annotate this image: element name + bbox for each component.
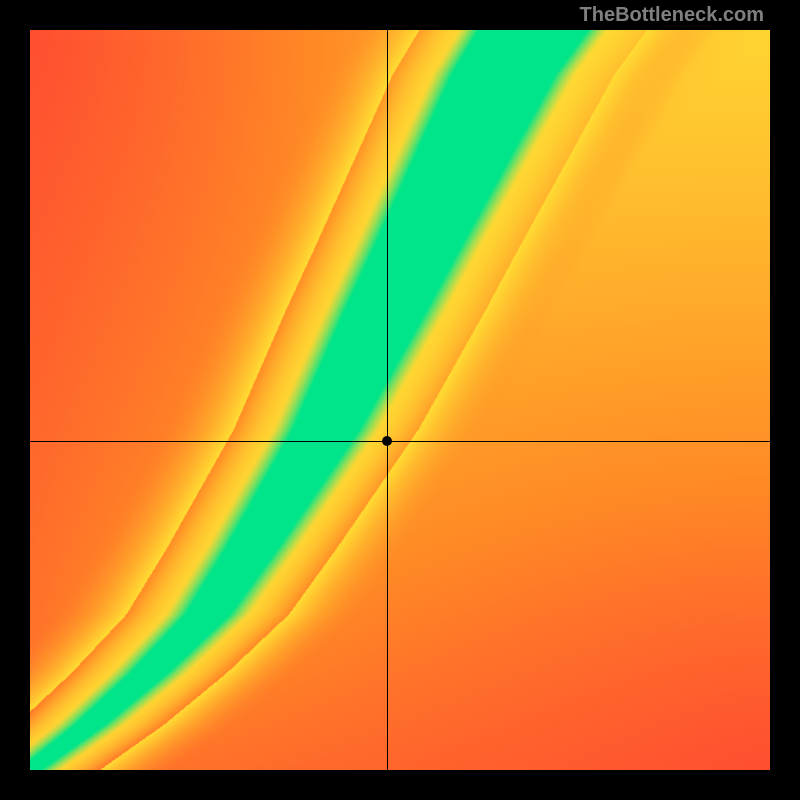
- heatmap-chart: [30, 30, 770, 770]
- heatmap-canvas: [30, 30, 770, 770]
- crosshair-horizontal: [30, 441, 770, 442]
- crosshair-vertical: [387, 30, 388, 770]
- crosshair-marker-dot: [382, 436, 392, 446]
- watermark-text: TheBottleneck.com: [580, 4, 764, 27]
